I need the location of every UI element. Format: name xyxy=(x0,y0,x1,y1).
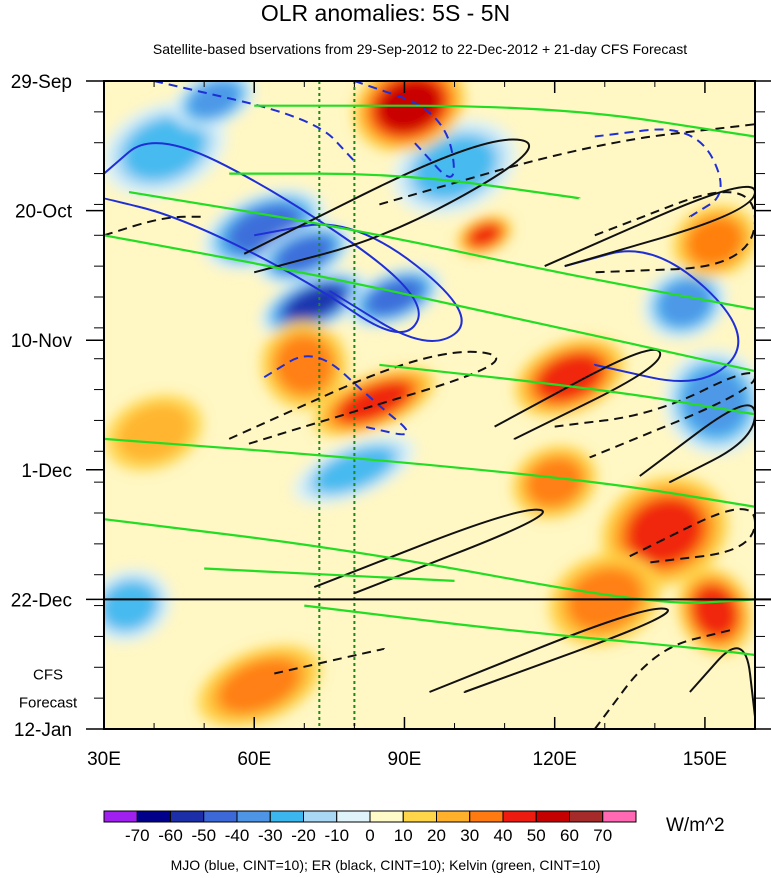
colorbar-swatch xyxy=(535,810,570,823)
colorbar-label: 50 xyxy=(527,826,546,845)
colorbar-swatch xyxy=(269,810,304,823)
anomaly-blob xyxy=(527,458,583,507)
anomaly-blob xyxy=(189,82,239,117)
forecast-label: CFS xyxy=(33,666,63,683)
x-tick-label: 60E xyxy=(237,749,271,770)
y-tick-label: 20-Oct xyxy=(15,202,73,223)
er-contour xyxy=(243,138,530,274)
colorbar-label: 40 xyxy=(494,826,513,845)
anomaly-blob xyxy=(117,404,191,462)
x-tick-label: 120E xyxy=(533,749,577,770)
anomaly-blob xyxy=(276,336,333,394)
anomaly-blob xyxy=(314,447,395,493)
colorbar-label: -60 xyxy=(158,826,183,845)
x-tick-label: 30E xyxy=(87,749,121,770)
axes: 30E 60E 90E 120E 150E 29-Sep 20-Oct 10-Nov 1-Dec… xyxy=(11,72,771,770)
mjo-contour xyxy=(594,128,722,218)
kelvin-contour xyxy=(104,437,755,508)
wave-contours xyxy=(104,81,755,729)
colorbar-swatch xyxy=(336,810,371,823)
colorbar-swatch xyxy=(569,810,604,823)
y-tick-label: 10-Nov xyxy=(11,331,73,352)
er-contour xyxy=(554,372,755,459)
kelvin-contour xyxy=(379,363,755,416)
mjo-contour xyxy=(104,142,420,334)
colorbar-label: 70 xyxy=(593,826,612,845)
colorbar: -70 -60 -50 -40 -30 -20 -10 0 10 20 30 40 50 60 70 xyxy=(103,810,637,845)
colorbar-swatch xyxy=(136,810,171,823)
y-tick-label: 29-Sep xyxy=(11,72,72,93)
y-tick-label: 12-Jan xyxy=(14,720,72,741)
colorbar-units: W/m^2 xyxy=(666,815,725,836)
colorbar-swatch xyxy=(369,810,404,823)
forecast-label: Forecast xyxy=(19,694,78,711)
colorbar-swatch xyxy=(469,810,504,823)
colorbar-swatch xyxy=(170,810,205,823)
anomaly-blob xyxy=(684,370,745,434)
x-tick-label: 150E xyxy=(683,749,727,770)
anomaly-blob xyxy=(659,281,710,325)
colorbar-label: 0 xyxy=(365,826,374,845)
anomaly-blob xyxy=(468,223,501,247)
colorbar-label: -10 xyxy=(324,826,349,845)
colorbar-swatch xyxy=(236,810,271,823)
kelvin-contour xyxy=(229,172,581,200)
colorbar-label: -30 xyxy=(258,826,283,845)
mjo-contour xyxy=(354,81,455,178)
anomaly-blob xyxy=(687,217,743,266)
colorbar-label: -20 xyxy=(291,826,316,845)
er-contour xyxy=(494,348,662,440)
colorbar-label: -40 xyxy=(225,826,250,845)
mjo-contour xyxy=(254,223,463,342)
colorbar-swatch xyxy=(402,810,437,823)
er-contour xyxy=(274,647,386,675)
colorbar-label: -50 xyxy=(191,826,216,845)
colorbar-label: 10 xyxy=(394,826,413,845)
colorbar-swatch xyxy=(103,810,138,823)
colorbar-swatch xyxy=(502,810,537,823)
plot-frame xyxy=(103,80,756,730)
chart-subtitle: Satellite-based bservations from 29-Sep-… xyxy=(152,41,688,57)
anomaly-blob xyxy=(123,117,205,180)
plot-area xyxy=(104,81,755,729)
colorbar-label: 60 xyxy=(560,826,579,845)
er-contour xyxy=(313,508,544,595)
er-contour xyxy=(429,607,669,694)
mjo-contour xyxy=(153,81,356,163)
chart-title: OLR anomalies: 5S - 5N xyxy=(260,0,511,26)
footnote: MJO (blue, CINT=10); ER (black, CINT=10)… xyxy=(170,857,601,873)
colorbar-swatch xyxy=(303,810,338,823)
x-tick-label: 90E xyxy=(388,749,422,770)
er-contour xyxy=(689,647,755,717)
er-contour xyxy=(228,350,498,447)
kelvin-contour xyxy=(254,104,755,138)
y-tick-label: 22-Dec xyxy=(11,590,72,611)
kelvin-contour xyxy=(104,518,755,604)
colorbar-swatch xyxy=(203,810,238,823)
y-tick-label: 1-Dec xyxy=(21,461,72,482)
er-contour xyxy=(104,215,205,237)
kelvin-contour xyxy=(128,191,755,311)
anomaly-blob xyxy=(104,581,157,630)
colorbar-label: 20 xyxy=(427,826,446,845)
kelvin-contour xyxy=(204,567,455,582)
reference-lines xyxy=(318,81,356,729)
mjo-contour xyxy=(263,355,408,436)
kelvin-contour xyxy=(104,234,755,373)
er-contour xyxy=(593,629,731,729)
colorbar-label: -70 xyxy=(125,826,150,845)
kelvin-contour xyxy=(304,604,755,657)
colorbar-label: 30 xyxy=(460,826,479,845)
colorbar-swatch xyxy=(436,810,471,823)
colorbar-swatch xyxy=(602,810,637,823)
er-contour xyxy=(379,123,755,206)
anomaly-blob xyxy=(338,381,411,423)
